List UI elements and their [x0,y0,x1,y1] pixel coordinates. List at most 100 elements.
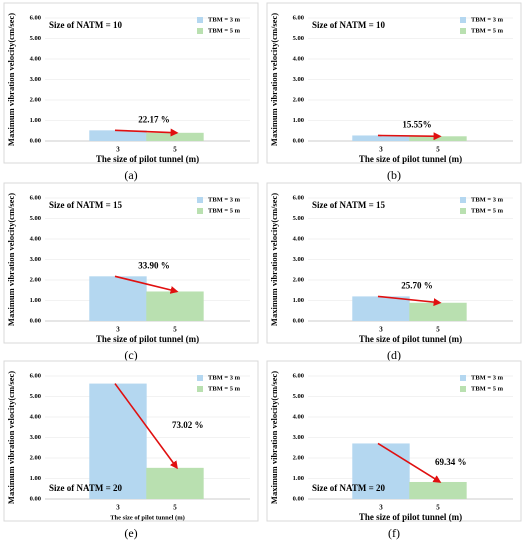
legend-label: TBM = 3 m [208,374,241,381]
panel-border [266,2,522,164]
x-axis-label: The size of pilot tunnel (m) [359,154,462,164]
y-axis-label: Maximum vibration velocity(cm/sec) [269,371,279,504]
panel-label: (b) [387,168,401,182]
legend-label: TBM = 3 m [471,196,504,203]
y-tick-label: 3.00 [293,256,304,263]
legend-swatch [460,386,466,392]
legend-swatch [197,386,203,392]
y-tick-label: 5.00 [293,215,304,222]
legend-label: TBM = 3 m [208,16,241,23]
y-tick-label: 6.00 [30,372,41,379]
y-tick-label: 0.00 [293,317,304,324]
x-tick-label: 5 [173,504,177,512]
change-label: 69.34 % [435,457,467,467]
y-tick-label: 1.00 [30,117,41,124]
y-tick-label: 5.00 [293,393,304,400]
change-label: 73.02 % [172,420,204,430]
legend-swatch [197,28,203,34]
change-arrow [377,132,442,141]
y-axis-label: Maximum vibration velocity(cm/sec) [269,13,279,146]
change-label: 15.55% [402,120,431,130]
y-tick-label: 0.00 [293,137,304,144]
panel-label: (d) [387,348,401,362]
change-arrow [377,295,442,307]
bar [352,296,410,321]
bar [146,467,204,499]
legend-label: TBM = 5 m [208,27,241,34]
panel-border [3,2,259,164]
legend-label: TBM = 5 m [208,385,241,392]
change-label: 22.17 % [138,114,170,124]
x-tick-label: 3 [116,326,120,334]
y-tick-label: 4.00 [293,413,304,420]
panel-border [266,182,522,344]
annotation: Size of NATM = 20 [312,483,385,493]
x-axis-label: The size of pilot tunnel (m) [359,512,462,522]
panel-border [3,182,259,344]
change-label: 33.90 % [138,260,170,270]
bar [352,443,410,499]
y-tick-label: 1.00 [293,475,304,482]
change-arrow [114,383,178,470]
y-axis-label: Maximum vibration velocity(cm/sec) [6,13,16,146]
y-tick-label: 4.00 [30,413,41,420]
y-tick-label: 3.00 [293,434,304,441]
y-tick-label: 3.00 [30,434,41,441]
annotation: Size of NATM = 20 [49,483,122,493]
y-tick-label: 5.00 [30,393,41,400]
y-tick-label: 0.00 [293,495,304,502]
y-tick-label: 0.00 [30,137,41,144]
y-tick-label: 5.00 [30,35,41,42]
y-axis-label: Maximum vibration velocity(cm/sec) [6,193,16,326]
y-tick-label: 6.00 [30,14,41,21]
change-arrow [377,442,442,483]
bar [146,291,204,321]
y-tick-label: 0.00 [30,317,41,324]
bar [89,130,147,141]
x-axis-label: The size of pilot tunnel (m) [96,334,199,344]
legend-label: TBM = 3 m [208,196,241,203]
panel-border [266,360,522,522]
legend-swatch [197,197,203,203]
x-tick-label: 5 [436,326,440,334]
x-tick-label: 5 [436,504,440,512]
legend-label: TBM = 5 m [471,27,504,34]
y-axis-label: Maximum vibration velocity(cm/sec) [6,371,16,504]
legend-label: TBM = 3 m [471,16,504,23]
bar [352,135,410,141]
x-axis-label: The size of pilot tunnel (m) [359,334,462,344]
x-tick-label: 5 [173,326,177,334]
y-tick-label: 4.00 [30,55,41,62]
change-label: 25.70 % [401,280,433,290]
y-tick-label: 6.00 [293,372,304,379]
legend-swatch [460,17,466,23]
panel-label: (f) [388,526,400,540]
bar [89,276,147,321]
y-tick-label: 2.00 [293,276,304,283]
panel-label: (e) [124,526,137,540]
y-tick-label: 2.00 [30,96,41,103]
x-tick-label: 3 [379,326,383,334]
bar [89,383,147,499]
y-tick-label: 0.00 [30,495,41,502]
x-tick-label: 5 [436,146,440,154]
x-tick-label: 3 [379,504,383,512]
legend-label: TBM = 5 m [208,207,241,214]
y-tick-label: 6.00 [293,194,304,201]
y-tick-label: 2.00 [293,454,304,461]
legend-label: TBM = 3 m [471,374,504,381]
y-tick-label: 6.00 [30,194,41,201]
y-tick-label: 2.00 [293,96,304,103]
annotation: Size of NATM = 15 [49,200,122,210]
legend-swatch [460,197,466,203]
change-arrow [114,128,179,137]
legend-swatch [197,375,203,381]
y-tick-label: 6.00 [293,14,304,21]
y-tick-label: 2.00 [30,276,41,283]
x-tick-label: 3 [116,504,120,512]
y-tick-label: 4.00 [293,55,304,62]
y-tick-label: 1.00 [30,297,41,304]
legend-swatch [197,17,203,23]
legend-swatch [460,28,466,34]
y-tick-label: 3.00 [293,76,304,83]
